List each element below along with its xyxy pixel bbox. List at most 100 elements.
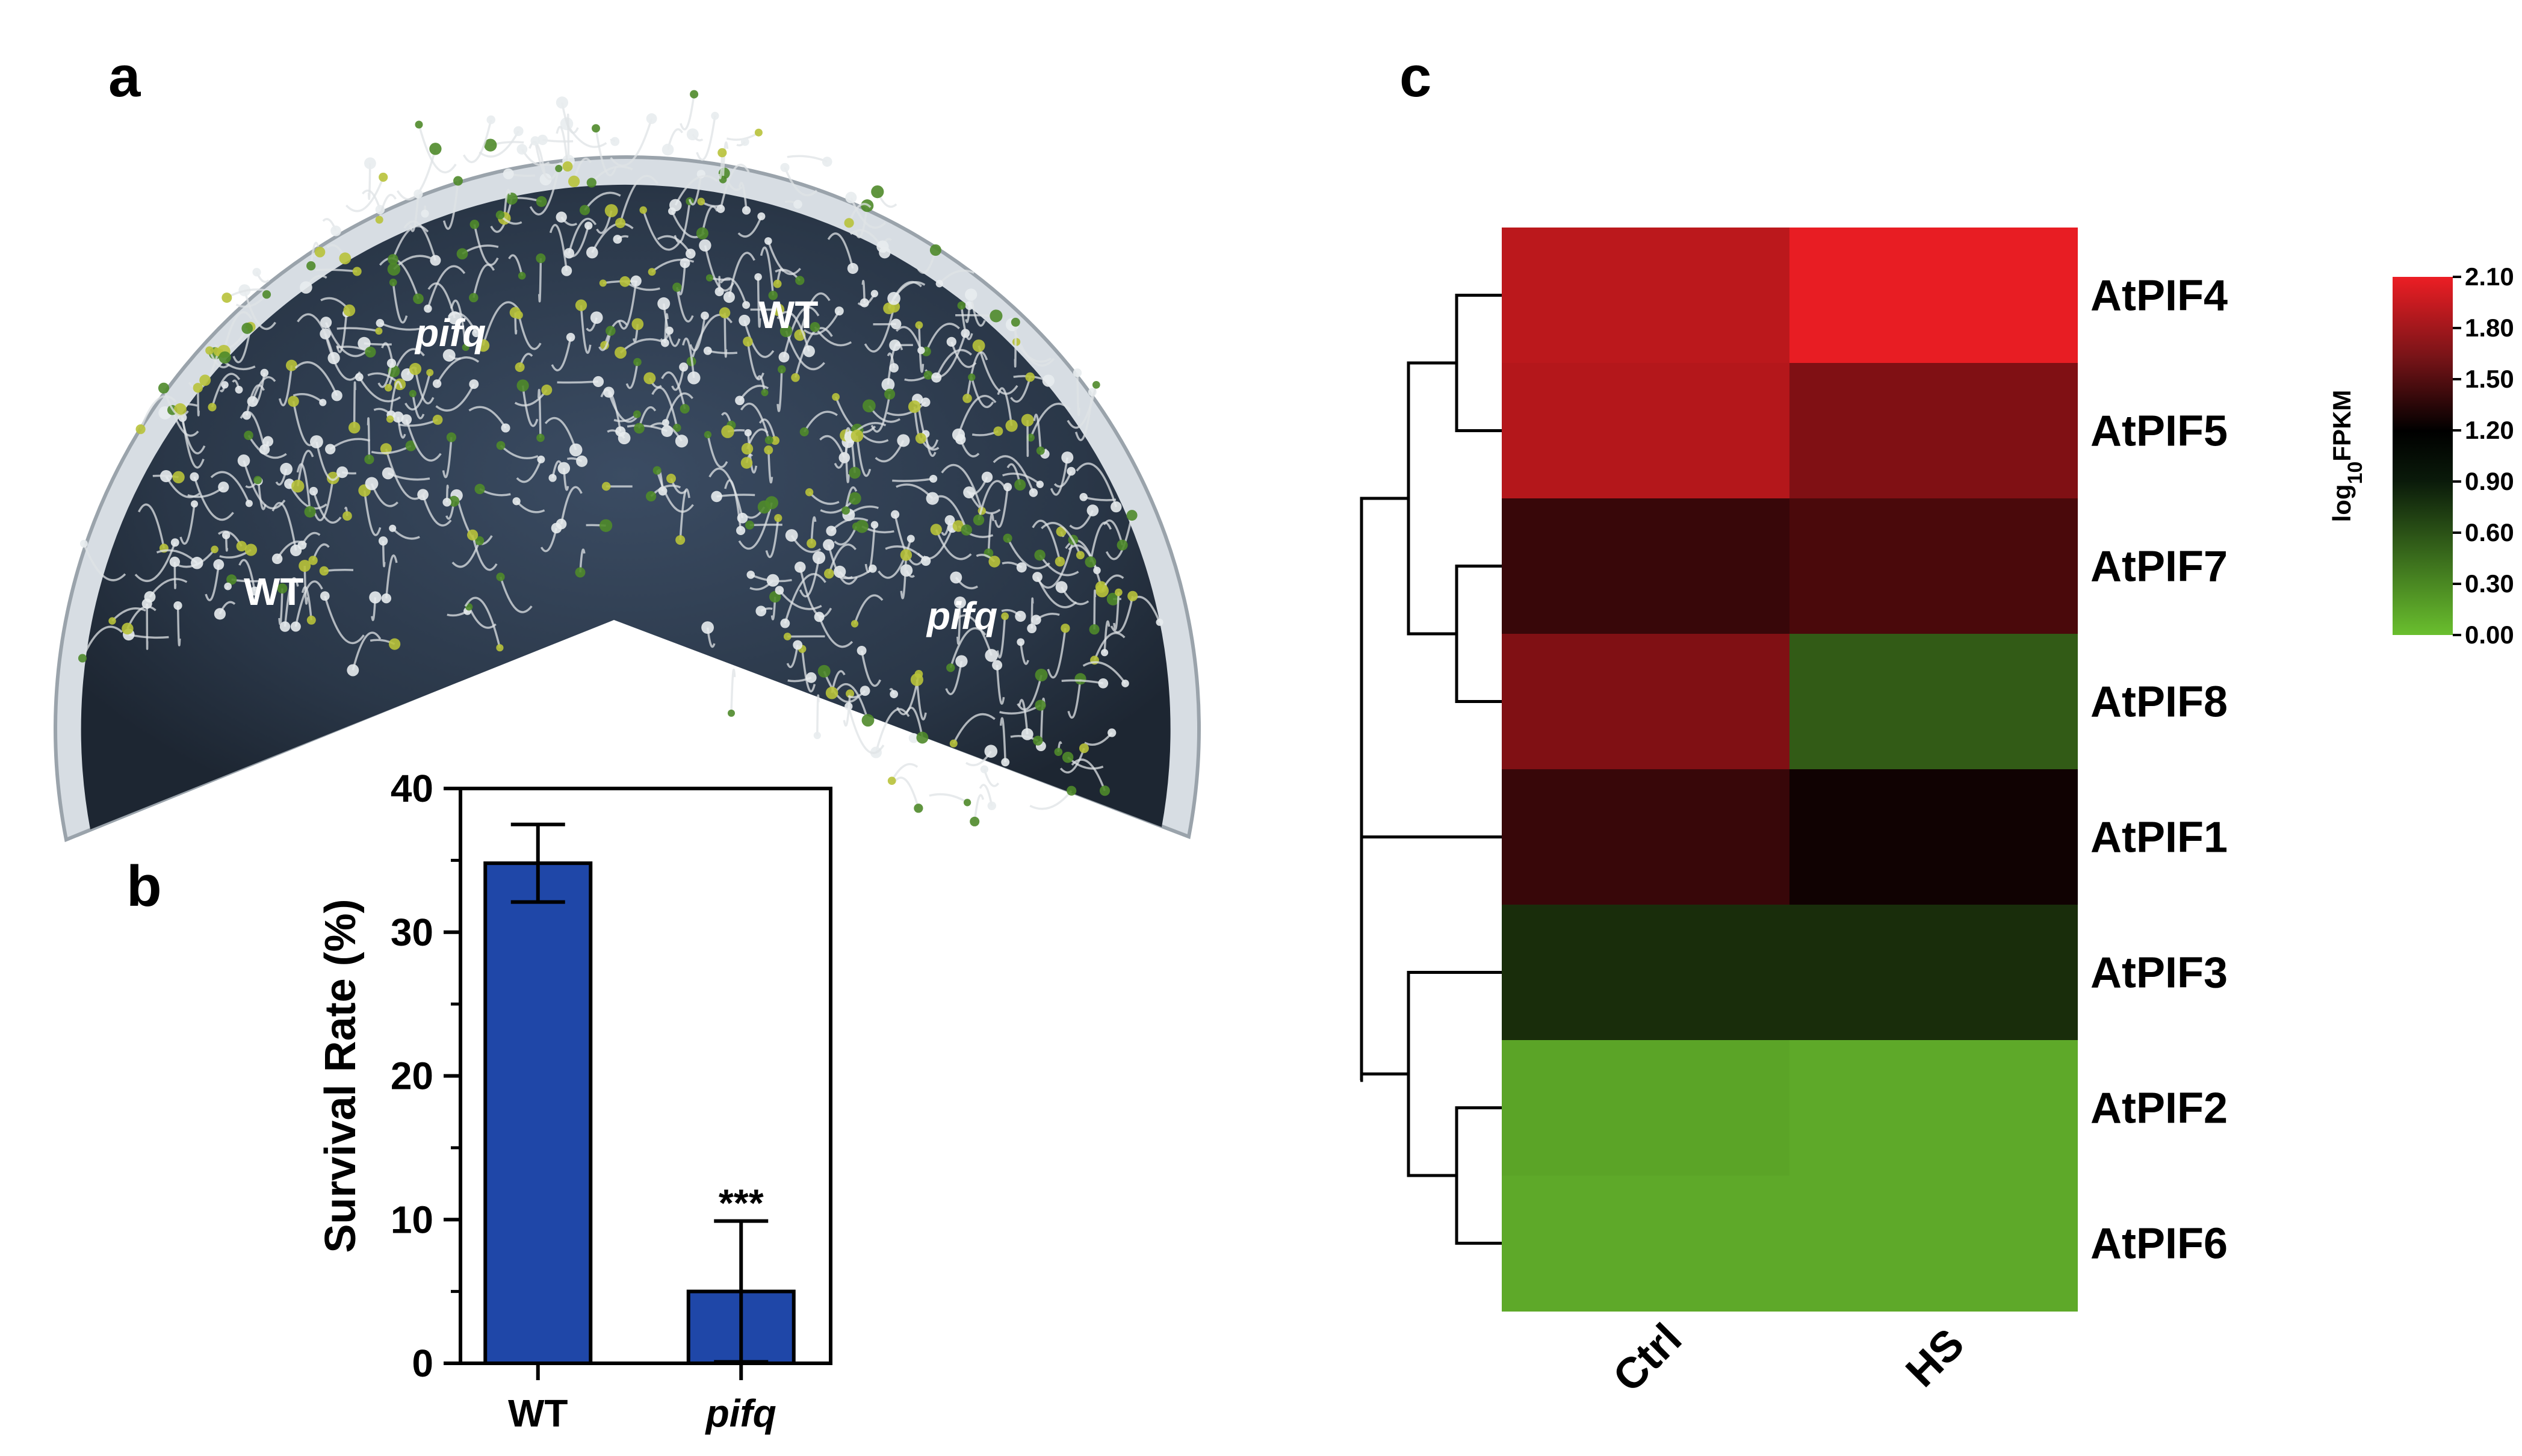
seedling-stem bbox=[905, 707, 924, 738]
seedling-stem bbox=[296, 463, 311, 512]
seedling-stem bbox=[970, 377, 994, 408]
seedling-cotyledon bbox=[469, 220, 480, 229]
seedling-stem bbox=[179, 504, 196, 545]
seedling-stem bbox=[568, 217, 597, 254]
seedling-stem bbox=[1103, 620, 1111, 653]
seedling-cotyledon bbox=[382, 467, 394, 480]
panel-c: c AtPIF4AtPIF5AtPIF7AtPIF8AtPIF1AtPIF3At… bbox=[1360, 45, 2514, 1401]
x-tick-label: pifq bbox=[705, 1392, 776, 1435]
seedling-cotyledon bbox=[331, 390, 342, 401]
seedling-cotyledon bbox=[448, 311, 462, 325]
seedling-stem bbox=[1093, 589, 1097, 630]
seedling-stem bbox=[827, 544, 858, 585]
seedling-cotyledon bbox=[723, 291, 735, 303]
seedling-cotyledon bbox=[965, 288, 978, 301]
seedling-stem bbox=[827, 232, 854, 269]
seedling-stem bbox=[677, 262, 686, 296]
seedling-stem bbox=[518, 315, 542, 350]
seedling-cotyledon bbox=[1025, 372, 1035, 382]
seedling-cotyledon bbox=[279, 621, 291, 632]
seedling-stem bbox=[938, 269, 974, 285]
seedling-cotyledon bbox=[590, 311, 603, 324]
seedling-stem bbox=[358, 376, 401, 403]
seedling-cotyledon bbox=[1074, 673, 1086, 685]
seedling-stem bbox=[580, 305, 592, 354]
seedling-cotyledon bbox=[158, 382, 170, 394]
seedling-cotyledon bbox=[462, 344, 469, 352]
seedling-stem bbox=[722, 141, 729, 180]
seedling-cotyledon bbox=[1005, 420, 1018, 432]
seedling-cotyledon bbox=[847, 262, 859, 274]
seedling-stem bbox=[718, 152, 723, 179]
seedling-stem bbox=[690, 314, 733, 362]
heatmap-cell bbox=[1502, 363, 1790, 499]
seedling-cotyledon bbox=[988, 556, 1000, 568]
seedling-cotyledon bbox=[213, 559, 225, 570]
seedling-cotyledon bbox=[1036, 446, 1045, 455]
heatmap-cell bbox=[1789, 498, 2078, 634]
seedling-cotyledon bbox=[1095, 584, 1109, 598]
seedling-cotyledon bbox=[336, 466, 349, 479]
seedling-cotyledon bbox=[844, 702, 853, 711]
seedling-stem bbox=[701, 205, 719, 234]
seedling-stem bbox=[479, 130, 519, 158]
seedling-cotyledon bbox=[1067, 785, 1077, 796]
seedling-cotyledon bbox=[199, 374, 211, 386]
seedling-cotyledon bbox=[666, 474, 676, 483]
seedling-cotyledon bbox=[844, 218, 854, 228]
seedling-cotyledon bbox=[984, 745, 998, 758]
seedling-stem bbox=[674, 175, 718, 206]
seedling-stem bbox=[1010, 377, 1032, 403]
seedling-cotyledon bbox=[586, 178, 596, 188]
seedling-stem bbox=[674, 201, 691, 244]
seedling-stem bbox=[794, 327, 833, 378]
seedling-cotyledon bbox=[1117, 539, 1128, 551]
seedling-stem bbox=[490, 198, 513, 233]
seedling-stem bbox=[223, 311, 253, 352]
seedling-stem bbox=[803, 410, 838, 433]
seedling-stem bbox=[730, 668, 736, 713]
seedling-cotyledon bbox=[1126, 510, 1138, 521]
seedling-cotyledon bbox=[1092, 380, 1100, 389]
seedling-stem bbox=[243, 290, 276, 330]
seedling-stem bbox=[516, 459, 542, 483]
seedling-cotyledon bbox=[848, 492, 861, 505]
seedling-stem bbox=[625, 362, 639, 389]
seedling-stem bbox=[1006, 537, 1050, 569]
plate-label-wt-1: WT bbox=[758, 293, 819, 336]
seedling-cotyledon bbox=[970, 816, 980, 826]
seedling-cotyledon bbox=[1085, 556, 1097, 568]
seedling-cotyledon bbox=[810, 321, 820, 332]
seedling-stem bbox=[1059, 748, 1085, 773]
heatmap-cell bbox=[1502, 1176, 1790, 1312]
seedling-cotyledon bbox=[615, 426, 626, 437]
seedling-cotyledon bbox=[300, 281, 312, 294]
seedling-cotyledon bbox=[946, 663, 955, 672]
seedling-cotyledon bbox=[537, 134, 548, 146]
seedling-cotyledon bbox=[757, 500, 771, 514]
seedling-cotyledon bbox=[378, 536, 388, 546]
seedling-stem bbox=[782, 306, 820, 358]
seedling-stem bbox=[860, 650, 881, 687]
seedling-stem bbox=[591, 222, 634, 253]
seedling-stem bbox=[214, 327, 249, 350]
seedling-cotyledon bbox=[619, 276, 631, 287]
seedling-stem bbox=[482, 301, 520, 346]
seedling-stem bbox=[134, 542, 176, 582]
seedling-stem bbox=[450, 299, 467, 348]
seedling-cotyledon bbox=[669, 199, 682, 212]
seedling-cotyledon bbox=[745, 520, 754, 530]
seedling-cotyledon bbox=[501, 423, 510, 433]
seedling-cotyledon bbox=[744, 429, 752, 437]
seedling-stem bbox=[767, 240, 801, 276]
seedling-stem bbox=[139, 395, 177, 430]
seedling-cotyledon bbox=[993, 426, 1003, 436]
seedling-cotyledon bbox=[562, 161, 573, 172]
seedling-cotyledon bbox=[584, 221, 593, 230]
seedling-stem bbox=[864, 306, 895, 353]
seedling-stem bbox=[996, 616, 1006, 659]
seedling-cotyledon bbox=[456, 248, 468, 260]
seedling-stem bbox=[656, 470, 694, 513]
seedling-stem bbox=[844, 435, 850, 483]
seedling-cotyledon bbox=[633, 358, 642, 367]
